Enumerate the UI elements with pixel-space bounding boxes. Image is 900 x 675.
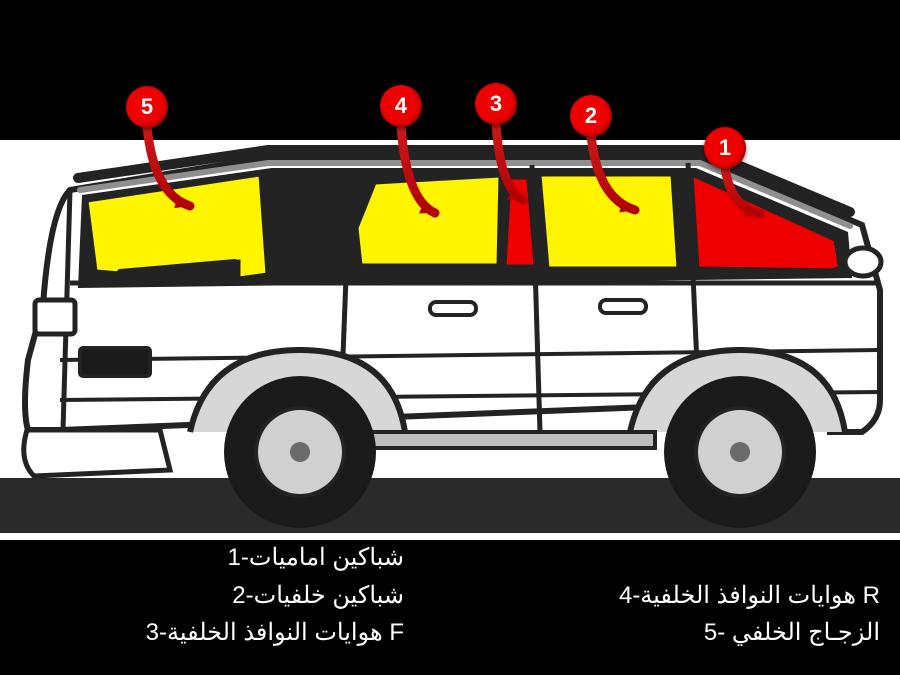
tire-rear	[224, 376, 376, 528]
tail-lamp	[35, 300, 75, 334]
door-handle	[600, 300, 646, 313]
legend-item: R هوايات النوافذ الخلفية-4	[480, 577, 880, 614]
callout-badge-1: 1	[704, 127, 746, 169]
callout-badge-5: 5	[126, 86, 168, 128]
legend-item: F هوايات النوافذ الخلفية-3	[24, 614, 404, 651]
side-step	[355, 432, 655, 448]
legend-item: الزجـاج الخلفي -5	[480, 614, 880, 651]
callout-badge-4: 4	[380, 85, 422, 127]
license-plate	[80, 348, 150, 376]
callout-badge-2: 2	[570, 95, 612, 137]
legend-left: شباكين اماميات-1 شباكين خلفيات-2 F هوايا…	[24, 539, 404, 651]
legend-right: R هوايات النوافذ الخلفية-4 الزجـاج الخلف…	[480, 577, 880, 651]
window-quarter	[357, 176, 500, 265]
tire-front	[664, 376, 816, 528]
rear-bumper	[24, 430, 170, 476]
legend-item: شباكين خلفيات-2	[24, 577, 404, 614]
callout-badge-3: 3	[475, 83, 517, 125]
legend-item: شباكين اماميات-1	[24, 539, 404, 576]
door-handle	[430, 302, 476, 315]
